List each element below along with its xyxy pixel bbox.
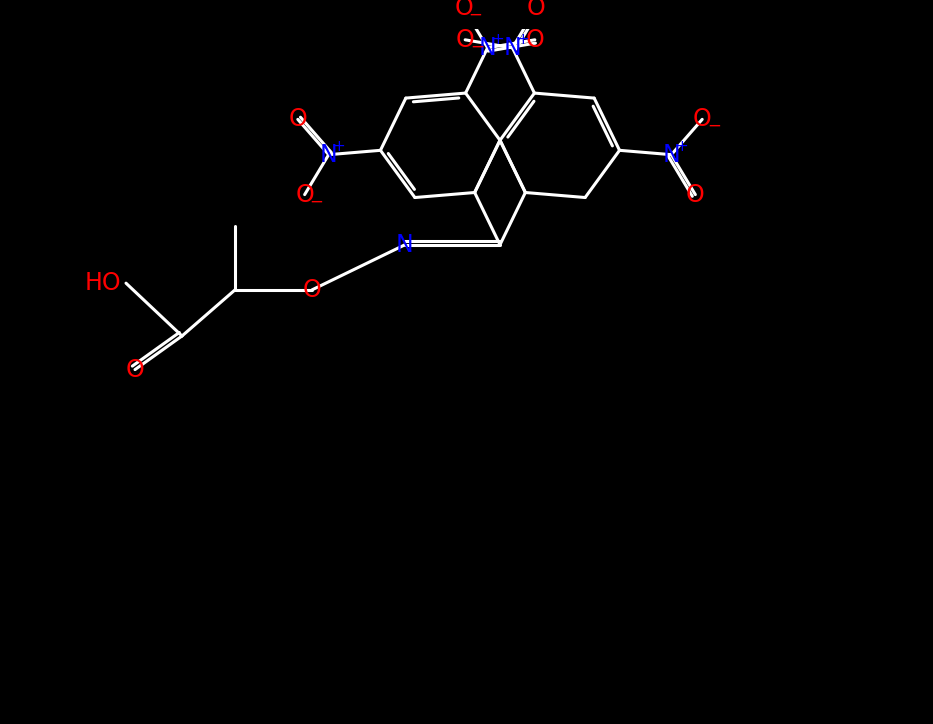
Text: O: O [288,107,307,131]
Text: O: O [456,28,475,52]
Text: −: − [470,38,484,56]
Text: +: + [675,138,688,153]
Text: −: − [468,6,482,24]
Text: O: O [302,278,321,302]
Text: N: N [479,35,496,60]
Text: N: N [662,143,680,167]
Text: O: O [295,182,314,206]
Text: −: − [707,117,721,135]
Text: O: O [693,107,712,131]
Text: HO: HO [84,272,121,295]
Text: N: N [397,232,414,257]
Text: O: O [686,182,704,206]
Text: +: + [332,138,345,153]
Text: O: O [126,358,145,382]
Text: N: N [504,35,522,60]
Text: N: N [320,143,338,167]
Text: +: + [491,32,504,46]
Text: +: + [516,32,529,46]
Text: −: − [310,193,324,211]
Text: O: O [454,0,473,20]
Text: O: O [527,0,546,20]
Text: O: O [525,28,544,52]
